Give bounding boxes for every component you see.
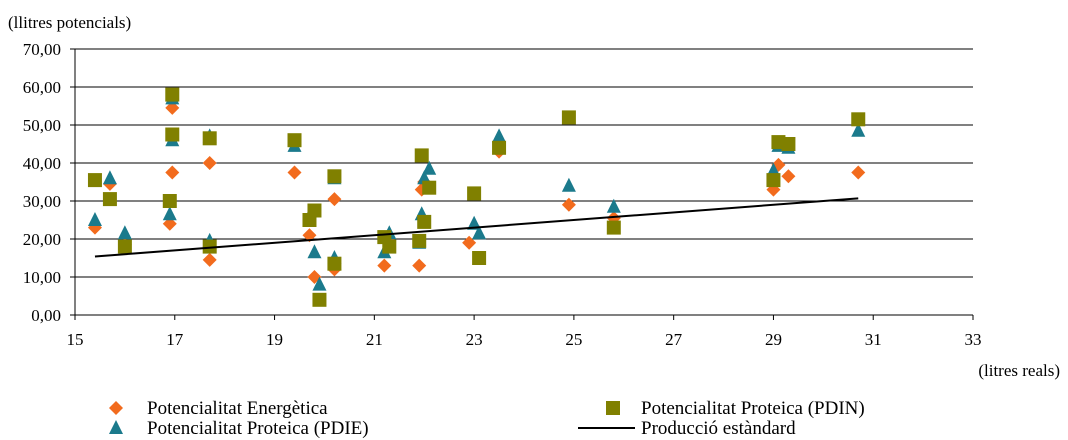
point-triangle bbox=[851, 122, 866, 137]
point-diamond bbox=[327, 192, 342, 207]
point-diamond bbox=[781, 169, 796, 184]
point-triangle bbox=[561, 177, 576, 192]
point-square bbox=[467, 186, 482, 201]
legend-label: Potencialitat Proteica (PDIN) bbox=[641, 398, 865, 419]
point-triangle bbox=[606, 198, 621, 213]
point-square bbox=[327, 256, 342, 271]
x-tick-label: 29 bbox=[765, 330, 782, 349]
point-triangle bbox=[162, 206, 177, 221]
legend: Potencialitat Energètica Potencialitat Pr… bbox=[109, 398, 865, 439]
point-square bbox=[414, 148, 429, 163]
point-diamond bbox=[202, 252, 217, 267]
point-square bbox=[312, 292, 327, 307]
point-diamond bbox=[287, 165, 302, 180]
x-tick-label: 15 bbox=[67, 330, 84, 349]
point-square bbox=[781, 137, 796, 151]
x-tick-label: 21 bbox=[366, 330, 383, 349]
point-square bbox=[606, 220, 621, 235]
legend-diamond-swatch bbox=[109, 401, 123, 415]
x-tick-label: 25 bbox=[565, 330, 582, 349]
y-tick-label: 20,00 bbox=[23, 230, 61, 249]
legend-label: Potencialitat Proteica (PDIE) bbox=[147, 418, 369, 439]
x-tick-label: 23 bbox=[466, 330, 483, 349]
point-triangle bbox=[307, 244, 322, 259]
tick-labels: 0,00 10,00 20,00 30,00 40,00 50,00 60,00 70,00 1… bbox=[23, 40, 982, 349]
point-square bbox=[422, 180, 437, 195]
point-square bbox=[307, 203, 322, 218]
y-tick-label: 50,00 bbox=[23, 116, 61, 135]
point-diamond bbox=[302, 228, 317, 243]
point-square bbox=[492, 140, 507, 155]
axes bbox=[70, 48, 974, 320]
point-triangle bbox=[422, 160, 437, 175]
point-triangle bbox=[492, 128, 507, 143]
x-tick-label: 27 bbox=[665, 330, 683, 349]
point-square bbox=[561, 110, 576, 125]
point-square bbox=[382, 239, 397, 254]
legend-label: Potencialitat Energètica bbox=[147, 398, 328, 419]
x-tick-label: 19 bbox=[266, 330, 283, 349]
x-tick-label: 17 bbox=[166, 330, 184, 349]
point-diamond bbox=[165, 165, 180, 180]
point-triangle bbox=[117, 225, 132, 240]
y-tick-label: 60,00 bbox=[23, 78, 61, 97]
point-square bbox=[412, 233, 427, 248]
point-square bbox=[472, 251, 487, 265]
y-tick-label: 10,00 bbox=[23, 268, 61, 287]
point-square bbox=[202, 131, 217, 146]
standard-production-line bbox=[94, 197, 859, 258]
point-square bbox=[327, 169, 342, 184]
point-diamond bbox=[412, 258, 427, 273]
point-diamond bbox=[377, 258, 392, 273]
y-axis-unit-label: (llitres potencials) bbox=[8, 13, 131, 32]
point-square bbox=[851, 112, 866, 127]
point-square bbox=[287, 133, 302, 148]
point-square bbox=[117, 239, 132, 254]
point-square bbox=[417, 214, 432, 229]
y-tick-label: 0,00 bbox=[31, 306, 61, 325]
x-tick-label: 31 bbox=[865, 330, 882, 349]
legend-triangle-swatch bbox=[109, 420, 123, 434]
point-square bbox=[766, 173, 781, 188]
point-triangle bbox=[467, 215, 482, 230]
y-tick-label: 70,00 bbox=[23, 40, 61, 59]
point-square bbox=[202, 239, 217, 254]
point-triangle bbox=[87, 212, 102, 226]
gridlines bbox=[75, 48, 973, 278]
data-marks bbox=[87, 87, 866, 307]
point-triangle bbox=[472, 225, 487, 240]
legend-square-swatch bbox=[606, 401, 620, 415]
y-tick-label: 30,00 bbox=[23, 192, 61, 211]
legend-label: Producció estàndard bbox=[641, 418, 796, 439]
point-triangle bbox=[102, 170, 117, 185]
x-axis-unit-label: (litres reals) bbox=[978, 361, 1060, 380]
point-diamond bbox=[202, 156, 217, 170]
x-tick-label: 33 bbox=[965, 330, 982, 349]
point-diamond bbox=[561, 197, 576, 212]
point-square bbox=[162, 194, 177, 208]
point-square bbox=[165, 87, 180, 102]
y-tick-label: 40,00 bbox=[23, 154, 61, 173]
point-triangle bbox=[312, 276, 327, 291]
point-square bbox=[165, 127, 180, 142]
point-diamond bbox=[851, 165, 866, 180]
point-square bbox=[102, 192, 117, 207]
point-square bbox=[87, 173, 102, 188]
